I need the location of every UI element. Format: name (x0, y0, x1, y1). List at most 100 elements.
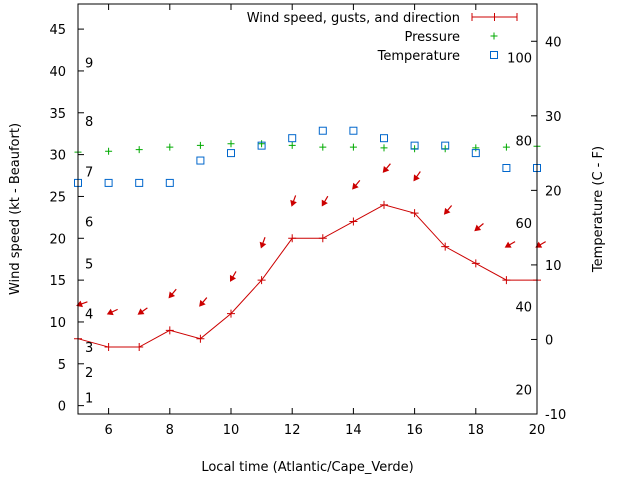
fahrenheit-label: 80 (515, 134, 532, 149)
y-left-tick-label: 15 (49, 274, 66, 289)
y-left-tick-label: 25 (49, 190, 66, 205)
x-tick-label: 16 (406, 423, 423, 438)
pressure-point (319, 143, 327, 151)
temperature-point (165, 178, 174, 187)
y-right-tick-label: -10 (545, 408, 566, 423)
temperature-point (135, 178, 144, 187)
fahrenheit-label: 60 (515, 217, 532, 232)
beaufort-label: 4 (85, 308, 93, 323)
wind-speed-point (227, 309, 235, 318)
plot-frame (77, 3, 538, 415)
gust-direction-arrow (137, 307, 148, 315)
gust-arrow-head (199, 299, 206, 307)
wind-speed-point (410, 209, 419, 218)
y-right-axis-label: Temperature (C - F) (591, 146, 606, 273)
wind-speed-point (502, 276, 511, 285)
beaufort-label: 3 (85, 341, 93, 356)
gust-arrow-head (504, 241, 512, 248)
temperature-point (196, 156, 205, 165)
x-tick-label: 18 (468, 423, 485, 438)
beaufort-label: 9 (85, 57, 93, 72)
pressure-point (380, 144, 388, 152)
gust-direction-arrow (413, 171, 421, 182)
gust-direction-arrow (504, 241, 516, 248)
temperature-point (502, 164, 511, 172)
gust-arrow-head (352, 182, 359, 190)
pressure-point (502, 143, 510, 151)
pressure-point (135, 146, 143, 154)
x-tick-label: 6 (104, 423, 112, 438)
fahrenheit-label: 40 (515, 301, 532, 316)
wind-speed-point (380, 200, 388, 209)
fahrenheit-label: 100 (507, 52, 532, 67)
gust-arrow-head (535, 241, 543, 248)
gust-arrow-head (321, 199, 328, 207)
gust-direction-arrow (290, 195, 297, 207)
y-left-tick-label: 45 (49, 23, 66, 38)
temperature-point (104, 178, 113, 187)
y-left-tick-label: 5 (58, 358, 66, 373)
y-right-tick-label: 10 (545, 259, 562, 274)
y-left-tick-label: 35 (49, 107, 66, 122)
gust-direction-arrow (321, 195, 329, 207)
x-tick-label: 10 (223, 423, 240, 438)
beaufort-label: 2 (85, 366, 93, 381)
wind-speed-point (471, 259, 480, 268)
pressure-point (227, 140, 235, 148)
temperature-point (471, 149, 480, 158)
gust-direction-arrow (535, 241, 546, 248)
y-left-tick-label: 0 (58, 400, 66, 415)
chart-axes: 6 8 10 12 14 16 18 20051015202530354045-1001020… (8, 3, 606, 475)
gust-direction-arrow (382, 163, 391, 173)
wind-speed-line (77, 204, 537, 348)
gust-arrow-head (474, 224, 482, 232)
x-tick-label: 12 (284, 423, 301, 438)
gust-arrow-head (137, 308, 145, 315)
gust-direction-arrow (352, 180, 361, 190)
wind-speed-point (318, 234, 327, 243)
x-tick-label: 14 (345, 423, 362, 438)
gust-direction-arrow (474, 223, 484, 232)
pressure-point (288, 141, 296, 149)
wind-speed-point (441, 242, 450, 251)
y-left-tick-label: 10 (49, 316, 66, 331)
y-right-tick-label: 20 (545, 184, 562, 199)
chart-marks (74, 126, 546, 352)
pressure-point (105, 147, 113, 155)
temperature-point (318, 126, 327, 135)
beaufort-label: 1 (85, 391, 93, 406)
pressure-point (349, 143, 357, 151)
y-right-tick-label: 0 (545, 333, 553, 348)
pressure-point (166, 143, 174, 151)
wind-speed-point (135, 343, 144, 352)
gust-arrow-head (76, 300, 83, 308)
beaufort-label: 6 (85, 216, 93, 231)
temperature-point (441, 141, 450, 150)
temperature-point (349, 126, 358, 135)
gust-direction-arrow (229, 271, 237, 282)
gust-arrow-head (443, 207, 451, 215)
wind-speed-point (257, 276, 266, 285)
beaufort-label: 5 (85, 257, 93, 272)
y-right-tick-label: 30 (545, 110, 562, 125)
wind-speed-point (165, 326, 174, 335)
x-tick-label: 8 (166, 423, 174, 438)
gust-arrow-head (259, 241, 267, 249)
fahrenheit-label: 20 (515, 383, 532, 398)
y-left-tick-label: 40 (49, 65, 66, 80)
temperature-point (380, 134, 388, 143)
temperature-point (410, 141, 419, 150)
pressure-point (472, 144, 480, 152)
legend-temperature-label: Temperature (377, 49, 460, 64)
x-axis-label: Local time (Atlantic/Cape_Verde) (201, 460, 413, 475)
y-left-tick-label: 20 (49, 232, 66, 247)
x-tick-label: 20 (529, 423, 546, 438)
wind-speed-point (349, 217, 358, 226)
gust-direction-arrow (168, 288, 177, 299)
gust-arrow-head (106, 308, 114, 316)
gust-arrow-head (168, 291, 176, 299)
beaufort-label: 8 (85, 115, 93, 130)
legend-pressure-marker (490, 32, 498, 40)
y-left-tick-label: 30 (49, 149, 66, 164)
